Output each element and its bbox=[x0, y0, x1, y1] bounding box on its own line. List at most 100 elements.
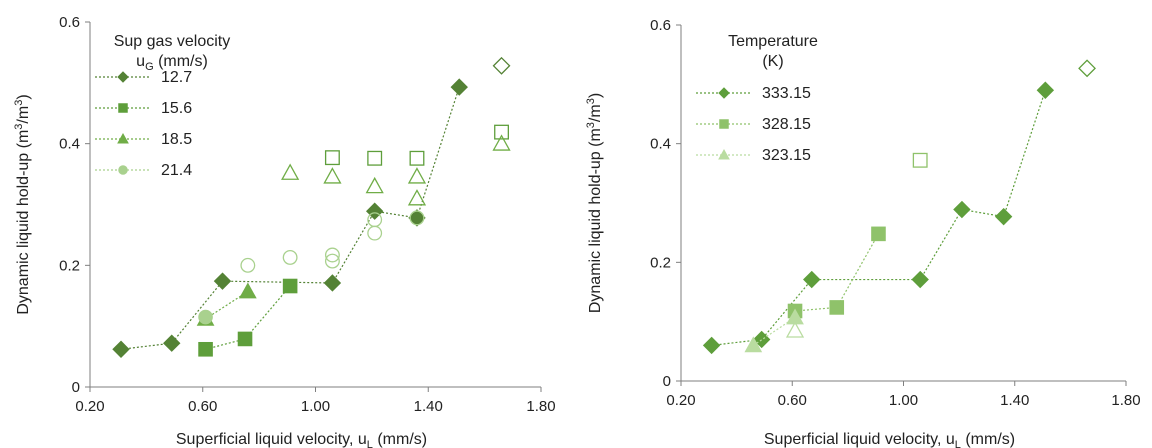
legend-title: Sup gas velocity bbox=[114, 33, 231, 50]
legend-title: Temperature bbox=[728, 33, 818, 50]
x-tick-label: 0.20 bbox=[666, 392, 695, 409]
y-tick-label: 0 bbox=[663, 373, 671, 390]
legend-item: 12.7 bbox=[95, 69, 192, 86]
series-333.15 bbox=[702, 59, 1096, 355]
data-point bbox=[198, 309, 213, 325]
legend-label: 12.7 bbox=[161, 69, 192, 86]
data-point bbox=[803, 270, 821, 289]
legend-marker bbox=[117, 132, 129, 144]
legend-label: 323.15 bbox=[762, 147, 811, 164]
data-point bbox=[744, 336, 763, 353]
legend-label: 328.15 bbox=[762, 116, 811, 133]
data-point bbox=[239, 282, 257, 299]
legend-item: 18.5 bbox=[95, 131, 192, 148]
y-tick-label: 0 bbox=[72, 379, 80, 396]
legend-label: 15.6 bbox=[161, 100, 192, 117]
data-point-open bbox=[1078, 59, 1096, 78]
data-point-open bbox=[324, 253, 340, 269]
data-point bbox=[408, 209, 426, 227]
data-point bbox=[994, 207, 1013, 226]
series-323.15 bbox=[744, 308, 805, 353]
series-328.15 bbox=[787, 152, 928, 319]
legend-marker bbox=[718, 87, 730, 99]
x-axis-label: Superficial liquid velocity, uL (mm/s) bbox=[764, 431, 1015, 448]
legend-label: 333.15 bbox=[762, 85, 811, 102]
series-12.7 bbox=[112, 56, 511, 358]
data-point bbox=[953, 200, 971, 219]
legend-marker bbox=[117, 71, 129, 83]
x-tick-label: 0.60 bbox=[778, 392, 807, 409]
series-18.5 bbox=[196, 134, 511, 326]
y-tick-label: 0.4 bbox=[59, 136, 80, 153]
data-point-open bbox=[367, 225, 383, 241]
y-tick-label: 0.6 bbox=[59, 14, 80, 31]
data-point bbox=[702, 336, 721, 355]
legend-label: 21.4 bbox=[161, 162, 192, 179]
data-point-open bbox=[494, 124, 509, 140]
series-21.4 bbox=[198, 210, 425, 325]
x-tick-label: 1.40 bbox=[414, 398, 443, 415]
legend-item: 21.4 bbox=[95, 162, 192, 179]
data-point bbox=[213, 272, 232, 290]
data-point bbox=[323, 274, 342, 292]
data-point-open bbox=[281, 163, 300, 180]
data-point-open bbox=[409, 150, 425, 166]
data-point-open bbox=[785, 321, 805, 338]
legend: Sup gas velocity uG (mm/s)12.7 15.6 18.5 21.… bbox=[95, 33, 230, 179]
data-point-open bbox=[492, 56, 511, 75]
y-tick-label: 0.2 bbox=[59, 257, 80, 274]
data-point-open bbox=[407, 189, 427, 206]
data-point bbox=[450, 78, 468, 96]
legend-item: 328.15 bbox=[696, 116, 811, 133]
data-point bbox=[786, 308, 804, 325]
legend-item: 15.6 bbox=[95, 100, 192, 117]
series-line bbox=[794, 233, 879, 312]
data-point-open bbox=[492, 134, 511, 151]
data-point-open bbox=[367, 150, 383, 166]
data-point-open bbox=[365, 176, 384, 194]
legend-marker bbox=[118, 103, 128, 113]
series-line bbox=[120, 86, 460, 350]
x-axis-label: Superficial liquid velocity, uL (mm/s) bbox=[176, 431, 427, 448]
data-point bbox=[911, 270, 929, 289]
y-tick-label: 0.2 bbox=[650, 254, 671, 271]
data-point-open bbox=[240, 257, 256, 273]
data-point bbox=[829, 300, 845, 315]
x-tick-label: 1.80 bbox=[1111, 392, 1140, 409]
legend-label: 18.5 bbox=[161, 131, 192, 148]
data-point-open bbox=[324, 247, 340, 263]
data-point-open bbox=[409, 210, 425, 226]
legend: Temperature (K) 333.15 328.15 323.15 bbox=[696, 33, 818, 164]
data-point bbox=[198, 341, 213, 357]
x-tick-label: 1.40 bbox=[1000, 392, 1029, 409]
data-point bbox=[282, 278, 298, 294]
x-tick-label: 1.00 bbox=[301, 398, 330, 415]
legend-title-unit: (K) bbox=[762, 53, 783, 70]
data-point bbox=[1036, 81, 1055, 99]
data-point-open bbox=[323, 167, 342, 184]
data-point bbox=[163, 334, 181, 352]
x-tick-label: 0.60 bbox=[188, 398, 217, 415]
legend-marker bbox=[718, 148, 730, 160]
legend-item: 323.15 bbox=[696, 147, 811, 164]
y-axis-label: Dynamic liquid hold-up (m3/m3) bbox=[13, 94, 32, 314]
legend-item: 333.15 bbox=[696, 85, 811, 102]
y-axis-label: Dynamic liquid hold-up (m3/m3) bbox=[585, 93, 604, 313]
legend-title-unit: uG (mm/s) bbox=[136, 53, 208, 73]
series-15.6 bbox=[198, 124, 509, 357]
data-point-open bbox=[282, 249, 298, 265]
data-point-open bbox=[912, 152, 928, 168]
data-point bbox=[365, 202, 384, 220]
legend-marker bbox=[118, 165, 128, 175]
data-point bbox=[871, 226, 886, 242]
y-tick-label: 0.6 bbox=[650, 17, 671, 34]
x-tick-label: 1.80 bbox=[526, 398, 555, 415]
data-point bbox=[112, 340, 130, 358]
data-point-open bbox=[367, 212, 383, 228]
data-point-open bbox=[324, 150, 340, 166]
legend-marker bbox=[719, 119, 729, 129]
y-tick-label: 0.4 bbox=[650, 136, 671, 153]
hold-up-vs-liquid-velocity-temperature-chart: 0.20 0.60 1.00 1.40 1.80 0 0.2 0.4 0.6 Superficia… bbox=[585, 17, 1141, 448]
x-tick-label: 1.00 bbox=[889, 392, 918, 409]
x-tick-label: 0.20 bbox=[75, 398, 104, 415]
